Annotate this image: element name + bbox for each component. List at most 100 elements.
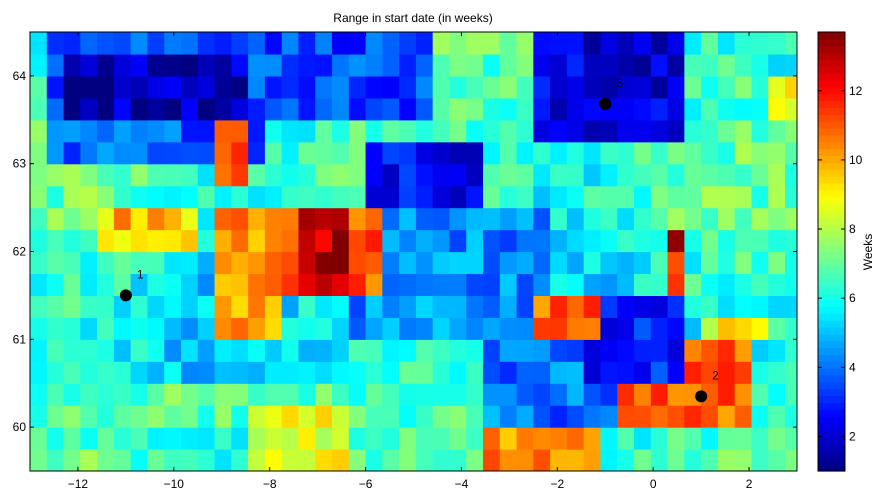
heatmap-cell	[315, 229, 333, 253]
heatmap-cell	[197, 317, 216, 340]
heatmap-cell	[365, 251, 383, 275]
heatmap-cell	[264, 449, 283, 471]
heatmap-cell	[768, 163, 786, 187]
heatmap-cell	[97, 273, 115, 296]
heatmap-cell	[466, 251, 484, 275]
heatmap-cell	[449, 251, 467, 275]
heatmap-cell	[701, 273, 719, 296]
heatmap-cell	[46, 295, 65, 318]
station-marker-label: 1	[137, 267, 144, 281]
heatmap-cell	[46, 361, 65, 384]
heatmap-cell	[566, 251, 585, 275]
heatmap-cell	[734, 361, 753, 384]
heatmap-cell	[600, 449, 618, 471]
heatmap-cell	[717, 317, 736, 340]
heatmap-cell	[701, 405, 719, 428]
heatmap-cell	[30, 449, 48, 471]
y-tick-label: 63	[13, 157, 27, 171]
heatmap-cell	[734, 185, 753, 209]
heatmap-cell	[281, 163, 300, 187]
heatmap-cell	[516, 383, 534, 406]
heatmap-cell	[432, 361, 451, 384]
heatmap-cell	[97, 141, 115, 165]
heatmap-cell	[332, 427, 350, 450]
heatmap-cell	[566, 427, 585, 450]
heatmap-cell	[768, 273, 786, 296]
heatmap-cell	[768, 317, 786, 340]
colorbar-segment	[818, 299, 845, 307]
heatmap-cell	[600, 163, 618, 187]
heatmap-cell	[315, 32, 333, 55]
heatmap-cell	[281, 141, 300, 165]
heatmap-cell	[751, 405, 769, 428]
heatmap-cell	[768, 449, 786, 471]
heatmap-cell	[264, 229, 283, 253]
heatmap-cell	[281, 32, 300, 55]
heatmap-cell	[751, 207, 769, 231]
heatmap-cell	[80, 119, 98, 143]
heatmap-cell	[466, 32, 484, 55]
heatmap-cell	[600, 339, 618, 362]
colorbar-tick-label: 12	[849, 84, 863, 98]
colorbar-segment	[818, 313, 845, 321]
colorbar-segment	[818, 381, 845, 390]
heatmap-cell	[113, 339, 132, 362]
heatmap-cell	[684, 405, 702, 428]
heatmap-cell	[197, 229, 216, 253]
heatmap-cell	[399, 229, 417, 253]
colorbar-segment	[818, 73, 845, 81]
heatmap-cell	[516, 449, 534, 471]
heatmap-cell	[147, 317, 165, 340]
colorbar-segment	[818, 203, 845, 211]
heatmap-cell	[80, 97, 98, 121]
heatmap-cell	[248, 32, 266, 55]
heatmap-cell	[147, 361, 165, 384]
heatmap-cell	[147, 449, 165, 471]
heatmap-cell	[80, 405, 98, 428]
heatmap-cell	[332, 207, 350, 231]
heatmap-cell	[415, 185, 434, 209]
heatmap-cell	[785, 75, 797, 99]
heatmap-cell	[264, 97, 283, 121]
heatmap-cell	[516, 273, 534, 296]
heatmap-cell	[600, 295, 618, 318]
heatmap-cell	[499, 229, 518, 253]
colorbar-segment	[818, 38, 845, 47]
heatmap-cell	[684, 119, 702, 143]
heatmap-cell	[197, 32, 216, 55]
heatmap-cell	[734, 141, 753, 165]
heatmap-cell	[701, 163, 719, 187]
heatmap-cell	[550, 317, 568, 340]
heatmap-cell	[466, 405, 484, 428]
heatmap-cell	[231, 361, 249, 384]
heatmap-cell	[248, 449, 266, 471]
heatmap-cell	[734, 53, 753, 77]
heatmap-cell	[785, 405, 797, 428]
heatmap-cell	[197, 207, 216, 231]
heatmap-cell	[264, 251, 283, 275]
heatmap-cell	[768, 405, 786, 428]
heatmap-cell	[667, 295, 685, 318]
heatmap-cell	[483, 207, 501, 231]
heatmap-cell	[30, 119, 48, 143]
heatmap-cell	[583, 427, 602, 450]
heatmap-cell	[634, 427, 652, 450]
heatmap-cell	[701, 361, 719, 384]
heatmap-cell	[768, 119, 786, 143]
heatmap-cell	[751, 251, 769, 275]
heatmap-cell	[516, 119, 534, 143]
heatmap-cell	[785, 339, 797, 362]
heatmap-cell	[46, 141, 65, 165]
heatmap-cell	[113, 405, 132, 428]
heatmap-cell	[399, 251, 417, 275]
heatmap-cell	[30, 339, 48, 362]
heatmap-cell	[231, 163, 249, 187]
heatmap-cell	[46, 427, 65, 450]
heatmap-cell	[332, 75, 350, 99]
heatmap-cell	[701, 229, 719, 253]
colorbar-gradient	[818, 32, 845, 472]
colorbar-segment	[818, 402, 845, 410]
heatmap-cell	[399, 75, 417, 99]
heatmap-cell	[566, 207, 585, 231]
heatmap-cell	[197, 97, 216, 121]
